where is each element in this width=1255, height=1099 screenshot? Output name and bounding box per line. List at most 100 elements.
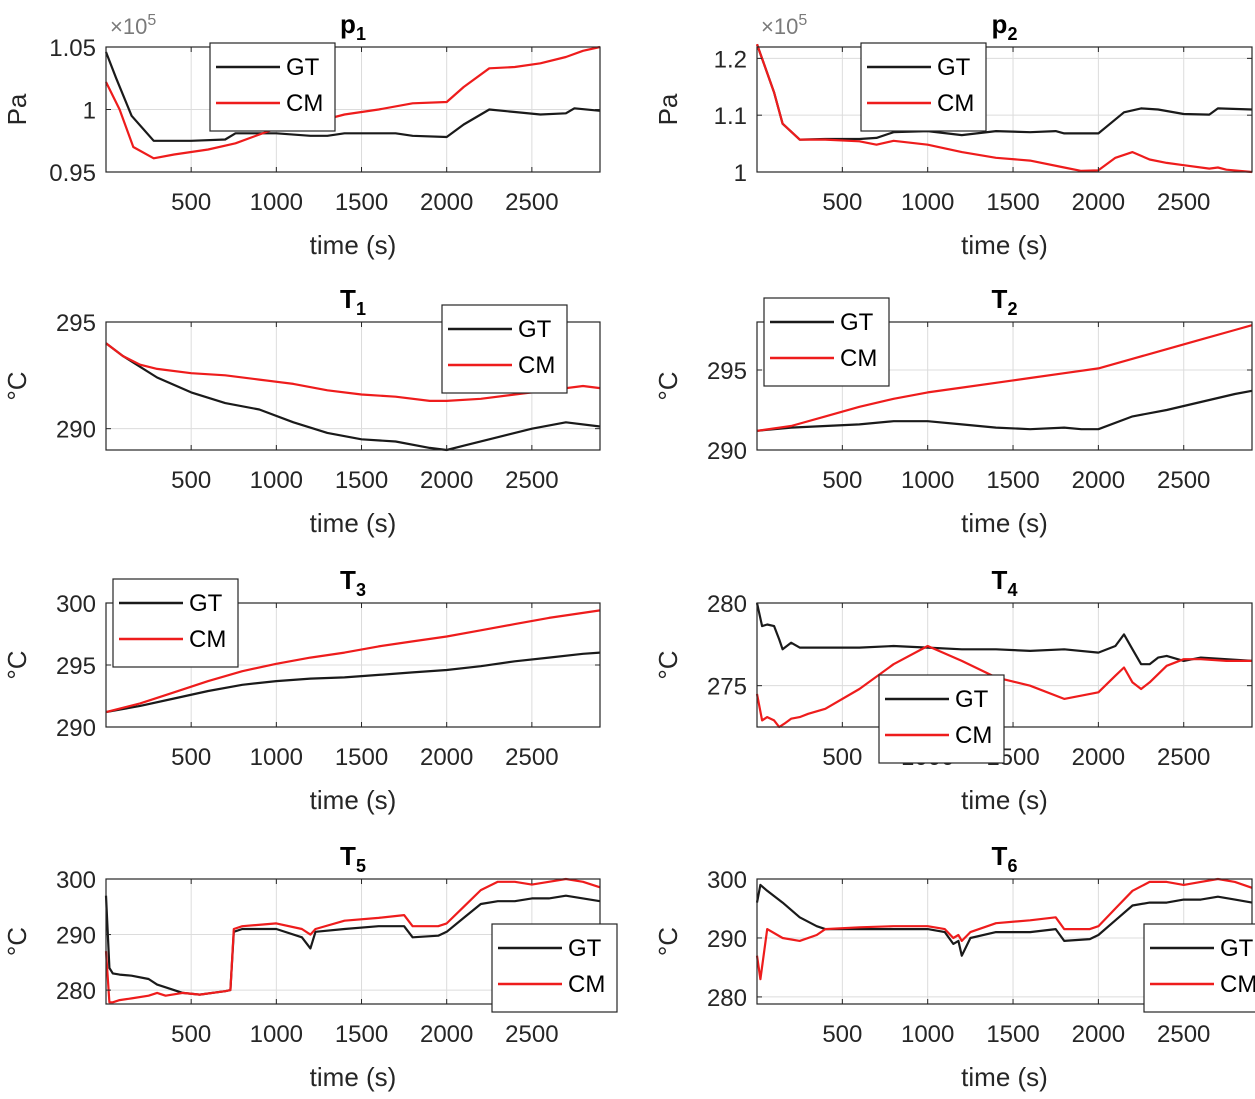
legend-label-gt: GT (518, 316, 552, 343)
legend-label-cm: CM (568, 971, 605, 998)
x-tick-label: 2500 (505, 467, 558, 494)
series-line-cm (105, 45, 601, 160)
legend: GT CM (763, 297, 890, 387)
plot-area (757, 47, 1252, 172)
series-line-gt (105, 342, 601, 452)
y-tick-label: 280 (707, 985, 747, 1012)
y-tick-label: 300 (707, 867, 747, 894)
x-tick-label: 500 (822, 467, 862, 494)
x-axis-label: time (s) (310, 230, 397, 260)
y-tick-label: 290 (707, 438, 747, 465)
title-subscript: 2 (1007, 24, 1017, 44)
legend: GT CM (491, 923, 618, 1013)
series-line-cm (105, 609, 601, 714)
y-tick-label: 295 (56, 310, 96, 337)
legend-box (441, 304, 568, 394)
x-tick-label: 2000 (1072, 467, 1125, 494)
x-tick-label: 500 (171, 189, 211, 216)
y-tick-label: 300 (56, 591, 96, 618)
x-tick-label: 500 (822, 1021, 862, 1048)
subplot-title: p1 (340, 9, 366, 44)
subplot-2: 500 1000 1500 2000 2500 1 1.1 1.2 time (s) Pa p2 ×1… (653, 9, 1253, 260)
x-tick-label: 500 (171, 744, 211, 771)
x-tick-label: 1500 (335, 189, 388, 216)
title-subscript: 1 (356, 299, 366, 319)
y-axis-label: °C (653, 927, 683, 956)
legend-label-cm: CM (286, 90, 323, 117)
y-tick-label: 290 (56, 715, 96, 742)
x-tick-label: 500 (171, 467, 211, 494)
legend-label-gt: GT (937, 54, 971, 81)
legend-box (763, 297, 890, 387)
y-tick-label: 290 (56, 417, 96, 444)
title-symbol: T (992, 565, 1008, 595)
legend-label-cm: CM (937, 90, 974, 117)
subplot-title: T3 (340, 565, 366, 600)
legend-box (112, 578, 239, 668)
x-tick-label: 2000 (420, 467, 473, 494)
title-symbol: T (992, 284, 1008, 314)
legend-label-cm: CM (189, 626, 226, 653)
x-tick-label: 1500 (986, 467, 1039, 494)
series-line-cm (755, 877, 1253, 981)
y-tick-label: 275 (707, 674, 747, 701)
title-symbol: T (992, 841, 1008, 871)
x-tick-label: 2000 (420, 744, 473, 771)
y-axis-label: °C (2, 927, 32, 956)
x-axis-label: time (s) (961, 508, 1048, 538)
legend-label-cm: CM (1220, 971, 1255, 998)
subplot-3: 500 1000 1500 2000 2500 290 295 time (s) °C T1 GT C… (2, 284, 601, 538)
subplot-4: 500 1000 1500 2000 2500 290 295 time (s) °C T2 GT C… (653, 284, 1253, 538)
subplot-5: 500 1000 1500 2000 2500 290 295 300 time (s) °C T3… (2, 565, 601, 815)
x-tick-label: 1000 (250, 1021, 303, 1048)
axes-frame (756, 46, 1253, 173)
legend-box (209, 42, 336, 132)
x-tick-label: 1500 (335, 1021, 388, 1048)
title-subscript: 3 (356, 580, 366, 600)
x-tick-label: 1000 (901, 189, 954, 216)
y-tick-label: 295 (56, 653, 96, 680)
series-line-cm (105, 342, 601, 402)
x-tick-label: 1000 (250, 744, 303, 771)
legend-label-gt: GT (1220, 935, 1254, 962)
legend: GT CM (878, 674, 1005, 764)
x-axis-label: time (s) (961, 785, 1048, 815)
series-line-gt (104, 51, 601, 142)
subplot-title: T2 (992, 284, 1018, 319)
y-tick-label: 280 (707, 591, 747, 618)
x-tick-label: 2000 (1072, 744, 1125, 771)
series-line-cm (755, 43, 1253, 174)
series-line-gt (755, 602, 1253, 666)
y-tick-label: 1.05 (49, 35, 96, 62)
subplot-title: T1 (340, 284, 366, 319)
x-tick-label: 2000 (420, 1021, 473, 1048)
y-axis-label: °C (2, 371, 32, 400)
legend-box (491, 923, 618, 1013)
legend: GT CM (209, 42, 336, 132)
exponent-power: 5 (147, 12, 156, 29)
x-tick-label: 1000 (250, 189, 303, 216)
legend: GT CM (441, 304, 568, 394)
subplot-title: T4 (992, 565, 1018, 600)
subplot-title: T6 (992, 841, 1018, 876)
title-symbol: p (992, 9, 1008, 39)
x-tick-label: 2500 (1157, 467, 1210, 494)
legend-box (860, 42, 987, 132)
y-axis-label: °C (653, 650, 683, 679)
x-tick-label: 500 (171, 1021, 211, 1048)
axes-frame (105, 321, 601, 451)
axes-frame (756, 321, 1253, 451)
title-symbol: T (340, 841, 356, 871)
exponent-power: 5 (798, 12, 807, 29)
legend-label-gt: GT (189, 590, 223, 617)
subplot-8: 500 1000 1500 2000 2500 280 290 300 time (s) °C T6… (653, 841, 1255, 1092)
y-tick-label: 0.95 (49, 160, 96, 187)
title-subscript: 2 (1007, 299, 1017, 319)
legend: GT CM (112, 578, 239, 668)
exponent-base: ×10 (110, 14, 147, 39)
legend-label-cm: CM (955, 722, 992, 749)
legend-label-gt: GT (286, 54, 320, 81)
legend-label-cm: CM (840, 345, 877, 372)
x-tick-label: 2000 (420, 189, 473, 216)
